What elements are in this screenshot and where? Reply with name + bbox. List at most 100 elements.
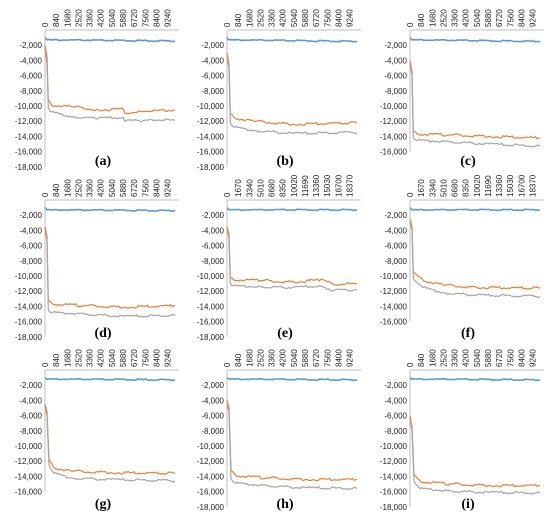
x-tick-label: 3360 [268, 349, 277, 367]
x-tick-label: 1680 [245, 349, 254, 367]
y-tick-label: -10,000 [380, 442, 408, 451]
x-tick-label: 9240 [164, 349, 173, 367]
y-tick-label: -16,000 [380, 148, 408, 157]
y-tick-label: -12,000 [197, 457, 225, 466]
y-tick-label: -4,000 [19, 56, 42, 65]
x-tick-label: 840 [52, 183, 61, 197]
series-line-2 [226, 400, 358, 482]
subplot-g: -2,000 -4,000 -6,000 -8,000 -10,000 -12,000 -1… [15, 349, 179, 512]
y-tick-label: -4,000 [19, 226, 42, 235]
x-tick-label: 5880 [301, 9, 310, 27]
y-tick-label: -8,000 [384, 87, 407, 96]
y-tick-label: -14,000 [15, 472, 43, 481]
subplot-e: -2,000 -4,000 -6,000 -8,000 -10,000 -12,000 -1… [197, 174, 361, 342]
y-tick-label: -2,000 [19, 41, 42, 50]
x-tick-label: 11690 [301, 175, 310, 197]
x-tick-label: 4200 [279, 349, 288, 367]
x-tick-label: 840 [52, 13, 61, 27]
x-tick-label: 7560 [506, 349, 515, 367]
y-tick-label: -10,000 [380, 102, 408, 111]
y-tick-label: -8,000 [201, 87, 224, 96]
y-tick-label: -2,000 [384, 381, 407, 390]
x-tick-label: 6720 [312, 349, 321, 367]
x-tick-label: 13360 [312, 174, 321, 197]
y-tick-label: -12,000 [15, 117, 43, 126]
series-line-3 [226, 56, 358, 135]
x-tick-label: 6720 [495, 9, 504, 27]
y-tick-label: -16,000 [380, 488, 408, 497]
x-tick-label: 8400 [152, 179, 161, 197]
y-tick-label: -14,000 [197, 302, 225, 311]
subplot-label: (i) [461, 497, 475, 512]
x-tick-label: 8400 [517, 9, 526, 27]
y-tick-label: -18,000 [197, 333, 225, 342]
x-tick-label: 1670 [234, 179, 243, 197]
x-tick-label: 5040 [473, 349, 482, 367]
series-line-1 [44, 376, 176, 382]
y-tick-label: -14,000 [197, 132, 225, 141]
x-tick-label: 5880 [119, 9, 128, 27]
y-tick-label: -10,000 [197, 442, 225, 451]
x-tick-label: 4200 [97, 9, 106, 27]
x-tick-label: 0 [406, 22, 415, 27]
x-tick-label: 4200 [97, 179, 106, 197]
y-tick-label: -18,000 [380, 503, 408, 512]
x-tick-label: 8400 [334, 9, 343, 27]
series-line-3 [409, 222, 541, 299]
y-tick-label: -6,000 [201, 242, 224, 251]
subplot-c: -2,000 -4,000 -6,000 -8,000 -10,000 -12,000 -1… [380, 9, 544, 169]
x-tick-label: 4200 [462, 9, 471, 27]
x-tick-label: 2520 [74, 179, 83, 197]
x-tick-label: 7560 [323, 349, 332, 367]
y-tick-label: -2,000 [201, 381, 224, 390]
x-tick-label: 8350 [279, 179, 288, 197]
x-tick-label: 2520 [256, 9, 265, 27]
y-tick-label: -10,000 [15, 442, 43, 451]
y-tick-label: -10,000 [15, 102, 43, 111]
x-tick-label: 6680 [451, 179, 460, 197]
x-tick-label: 5040 [290, 349, 299, 367]
y-tick-label: -12,000 [15, 287, 43, 296]
y-tick-label: -6,000 [384, 412, 407, 421]
x-tick-label: 2520 [74, 349, 83, 367]
subplot-label: (c) [460, 154, 476, 169]
y-tick-label: -12,000 [197, 117, 225, 126]
x-tick-label: 6720 [312, 9, 321, 27]
subplot-label: (e) [277, 326, 293, 341]
y-tick-label: -6,000 [201, 72, 224, 81]
x-tick-label: 9240 [346, 9, 355, 27]
x-tick-label: 1670 [417, 179, 426, 197]
x-tick-label: 4200 [462, 349, 471, 367]
y-tick-label: -2,000 [19, 211, 42, 220]
subplot-a: -2,000 -4,000 -6,000 -8,000 -10,000 -12,000 -1… [15, 9, 179, 172]
x-tick-label: 10020 [473, 174, 482, 197]
y-tick-label: -4,000 [384, 226, 407, 235]
series-line-3 [226, 404, 358, 491]
x-tick-label: 5040 [108, 349, 117, 367]
y-tick-label: -4,000 [384, 56, 407, 65]
x-tick-label: 3360 [268, 9, 277, 27]
y-tick-label: -18,000 [15, 163, 43, 172]
series-line-3 [226, 230, 358, 292]
x-tick-label: 840 [417, 13, 426, 27]
y-tick-label: -16,000 [15, 318, 43, 327]
y-tick-label: -14,000 [380, 132, 408, 141]
x-tick-label: 5010 [256, 179, 265, 197]
x-tick-label: 840 [52, 353, 61, 367]
x-tick-label: 840 [234, 13, 243, 27]
x-tick-label: 1680 [63, 179, 72, 197]
x-tick-label: 15030 [506, 174, 515, 197]
x-tick-label: 7560 [323, 9, 332, 27]
y-tick-label: -8,000 [201, 257, 224, 266]
subplot-label: (b) [276, 154, 293, 169]
series-line-3 [409, 64, 541, 148]
x-tick-label: 0 [41, 22, 50, 27]
x-tick-label: 5040 [108, 9, 117, 27]
x-tick-label: 6720 [495, 349, 504, 367]
y-tick-label: -6,000 [384, 242, 407, 251]
x-tick-label: 2520 [256, 349, 265, 367]
series-line-1 [409, 207, 541, 212]
y-tick-label: -14,000 [197, 472, 225, 481]
series-line-3 [44, 48, 176, 123]
x-tick-label: 0 [406, 192, 415, 197]
